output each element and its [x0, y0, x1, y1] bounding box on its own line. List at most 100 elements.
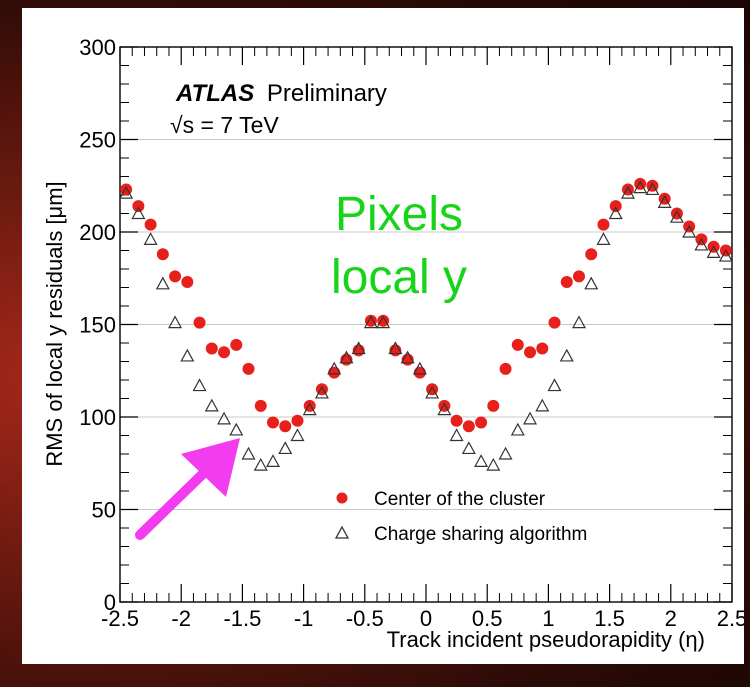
data-point-center-of-cluster — [205, 342, 218, 355]
data-point-charge-sharing — [327, 361, 342, 375]
data-point-charge-sharing — [265, 454, 281, 467]
data-point-charge-sharing — [143, 232, 158, 245]
y-axis-label: RMS of local y residuals [μm] — [42, 181, 67, 466]
preliminary-label: Preliminary — [267, 80, 387, 107]
data-point-center-of-cluster — [156, 248, 169, 261]
data-point-charge-sharing — [461, 441, 476, 455]
y-tick-label: 150 — [79, 313, 116, 338]
x-tick-label: -2 — [171, 606, 191, 631]
x-tick-label: 0 — [420, 606, 432, 631]
y-tick-label: 200 — [79, 220, 116, 245]
atlas-label: ATLAS — [175, 80, 254, 107]
data-point-center-of-cluster — [548, 316, 561, 329]
data-point-charge-sharing — [682, 224, 697, 238]
overlay-label-pixels: Pixels — [335, 188, 463, 241]
data-point-charge-sharing — [535, 398, 550, 412]
data-point-charge-sharing — [131, 206, 146, 220]
data-point-charge-sharing — [510, 422, 525, 436]
data-point-center-of-cluster — [279, 420, 292, 433]
data-point-charge-sharing — [645, 182, 660, 196]
chart: 0 50 100 150 200 250 300 -2.5 -2 -1.5 -1 -0.5 0 0.5 1… — [42, 35, 747, 652]
data-point-charge-sharing — [449, 428, 464, 442]
axis-ticks — [119, 46, 733, 603]
data-point-charge-sharing — [302, 402, 317, 416]
legend-label-charge: Charge sharing algorithm — [374, 524, 587, 545]
data-point-center-of-cluster — [462, 420, 475, 433]
data-point-center-of-cluster — [144, 218, 157, 231]
data-point-charge-sharing — [437, 402, 452, 416]
data-points — [119, 177, 733, 471]
y-tick-label: 250 — [79, 128, 116, 153]
data-point-charge-sharing — [155, 276, 170, 290]
data-point-charge-sharing — [388, 341, 403, 355]
data-point-center-of-cluster — [475, 416, 488, 429]
y-tick-label: 0 — [104, 590, 116, 615]
data-point-charge-sharing — [400, 350, 415, 364]
data-point-charge-sharing — [657, 195, 672, 208]
legend-circle-marker — [336, 492, 348, 504]
data-point-charge-sharing — [584, 276, 599, 290]
x-tick-label: 2 — [665, 606, 677, 631]
data-point-charge-sharing — [253, 457, 268, 471]
data-point-center-of-cluster — [267, 416, 279, 429]
data-point-center-of-cluster — [585, 248, 598, 261]
x-axis-label: Track incident pseudorapidity (η) — [387, 627, 705, 652]
data-point-center-of-cluster — [132, 200, 145, 213]
data-point-center-of-cluster — [597, 218, 610, 231]
legend: Center of the cluster Charge sharing alg… — [334, 489, 587, 545]
data-point-charge-sharing — [633, 180, 648, 194]
data-point-charge-sharing — [571, 315, 587, 329]
data-point-charge-sharing — [278, 441, 293, 455]
svg-text:ATLAS Preliminary: ATLAS Preliminary — [175, 80, 387, 107]
data-point-charge-sharing — [192, 378, 207, 392]
data-point-center-of-cluster — [364, 314, 377, 327]
data-point-center-of-cluster — [230, 338, 243, 351]
data-point-charge-sharing — [718, 248, 733, 262]
y-tick-label: 300 — [79, 35, 116, 60]
data-point-charge-sharing — [486, 457, 501, 471]
data-point-charge-sharing — [363, 315, 378, 329]
data-point-charge-sharing — [339, 350, 354, 364]
data-point-charge-sharing — [706, 245, 721, 258]
data-point-charge-sharing — [547, 378, 562, 392]
data-point-center-of-cluster — [328, 366, 341, 379]
x-tick-label: -1 — [294, 606, 314, 631]
data-point-charge-sharing — [620, 185, 635, 199]
data-point-center-of-cluster — [169, 270, 182, 283]
x-tick-labels: -2.5 -2 -1.5 -1 -0.5 0 0.5 1 1.5 2 2.5 — [101, 606, 747, 631]
legend-triangle-marker — [334, 525, 350, 539]
data-point-center-of-cluster — [560, 275, 573, 288]
data-point-center-of-cluster — [524, 346, 537, 359]
data-point-charge-sharing — [168, 315, 183, 329]
data-point-center-of-cluster — [254, 399, 267, 412]
x-tick-label: 2.5 — [717, 606, 744, 631]
data-point-center-of-cluster — [609, 200, 622, 213]
x-tick-label: 1.5 — [594, 606, 625, 631]
plot-panel: 0 50 100 150 200 250 300 -2.5 -2 -1.5 -1 -0.5 0 0.5 1… — [22, 8, 747, 664]
data-point-charge-sharing — [608, 206, 623, 220]
x-tick-label: -2.5 — [101, 606, 139, 631]
data-point-charge-sharing — [217, 411, 232, 425]
data-point-charge-sharing — [559, 348, 574, 362]
x-tick-label: -1.5 — [223, 606, 261, 631]
x-tick-label: -0.5 — [346, 606, 384, 631]
data-point-charge-sharing — [669, 209, 684, 223]
data-point-charge-sharing — [229, 422, 244, 436]
y-tick-labels: 0 50 100 150 200 250 300 — [79, 35, 116, 615]
data-point-center-of-cluster — [193, 316, 206, 329]
data-point-center-of-cluster — [377, 314, 390, 327]
data-point-center-of-cluster — [450, 414, 463, 427]
legend-label-center: Center of the cluster — [374, 489, 546, 510]
data-point-charge-sharing — [425, 385, 440, 399]
data-point-charge-sharing — [180, 348, 195, 362]
data-point-charge-sharing — [314, 385, 329, 399]
x-tick-label: 0.5 — [472, 606, 503, 631]
data-point-center-of-cluster — [291, 414, 304, 427]
data-point-charge-sharing — [498, 446, 513, 460]
data-point-charge-sharing — [290, 428, 305, 442]
data-point-charge-sharing — [596, 232, 611, 245]
data-point-charge-sharing — [474, 454, 489, 467]
data-point-center-of-cluster — [487, 399, 500, 412]
y-tick-label: 100 — [79, 405, 116, 430]
